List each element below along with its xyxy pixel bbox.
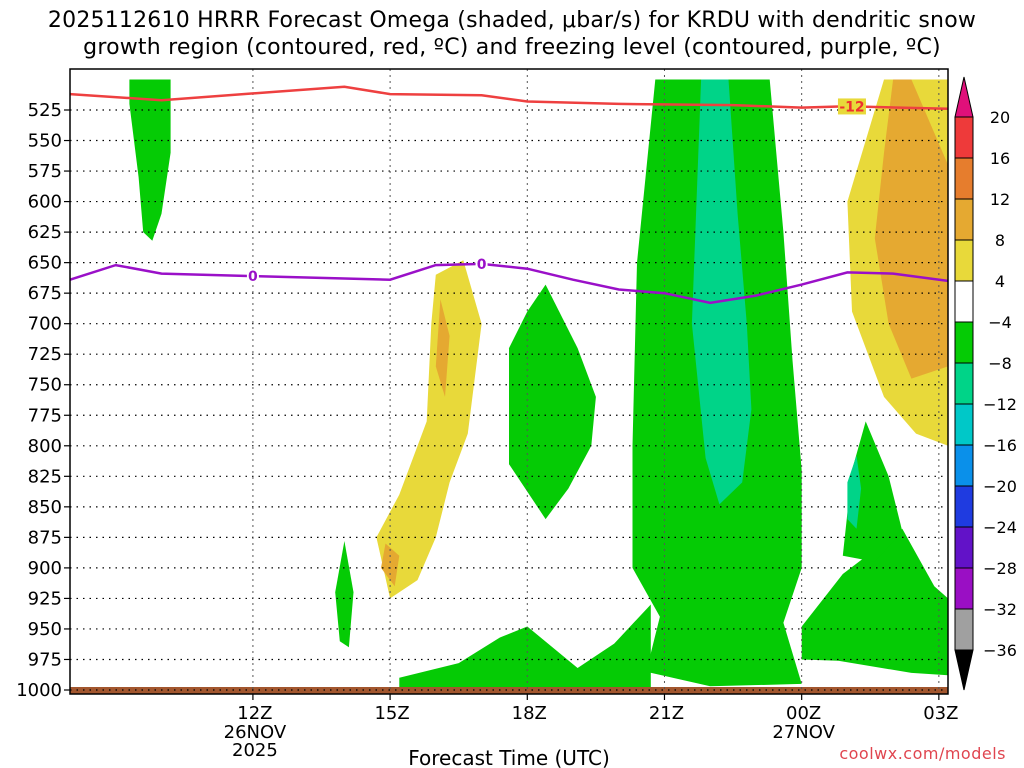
omega-region-green-bottom-fill bbox=[399, 604, 651, 690]
purple-contour-label-bg-0 bbox=[246, 268, 259, 285]
x-tick-label-21Z: 21Z bbox=[649, 703, 684, 724]
purple-contour-label-bg-1 bbox=[475, 255, 488, 272]
omega-region-green-cell-right bbox=[842, 421, 903, 562]
y-tick-label-650: 650 bbox=[28, 253, 62, 274]
colorbar-label-9: −20 bbox=[983, 477, 1017, 496]
colorbar-label-10: −24 bbox=[983, 518, 1017, 537]
y-tick-label-950: 950 bbox=[28, 619, 62, 640]
x-tick-label-03Z: 03Z bbox=[923, 703, 958, 724]
colorbar-swatch-5 bbox=[954, 321, 974, 364]
y-tick-label-750: 750 bbox=[28, 375, 62, 396]
y-tick-label-775: 775 bbox=[28, 405, 62, 426]
ground-strip bbox=[70, 687, 948, 694]
colorbar-label-6: −8 bbox=[988, 354, 1012, 373]
x-tick-label-15Z: 15Z bbox=[374, 703, 409, 724]
colorbar-swatch-8 bbox=[954, 444, 974, 487]
colorbar-legend: 20 16 12 8 4 −4 −8 −12 −16 −20 −24 −28 −32 −36 bbox=[954, 76, 1017, 691]
grid-lines bbox=[70, 69, 948, 694]
y-tick-label-900: 900 bbox=[28, 558, 62, 579]
y-tick-label-1000: 1000 bbox=[16, 680, 62, 701]
colorbar-swatch-10 bbox=[954, 526, 974, 569]
x-tick-sublabel-00Z: 27NOV bbox=[772, 722, 835, 743]
colorbar-top-arrow bbox=[954, 76, 974, 118]
x-tick-sublabel-12Z: 26NOV bbox=[224, 722, 287, 743]
x-axis-title: Forecast Time (UTC) bbox=[408, 746, 610, 768]
omega-region-green-cell-mid bbox=[509, 284, 596, 520]
y-tick-label-600: 600 bbox=[28, 192, 62, 213]
colorbar-label-5: −4 bbox=[988, 313, 1012, 332]
colorbar-swatch-9 bbox=[954, 485, 974, 528]
colorbar-label-13: −36 bbox=[983, 641, 1017, 660]
colorbar-label-12: −32 bbox=[983, 600, 1017, 619]
colorbar-swatch-2 bbox=[954, 198, 974, 241]
omega-region-teal-core-tower bbox=[691, 79, 752, 505]
contour-lines: -12 0 0 bbox=[70, 85, 948, 305]
credit-text: coolwx.com/models bbox=[839, 744, 1006, 763]
colorbar-swatch-7 bbox=[954, 403, 974, 446]
colorbar-swatch-3 bbox=[954, 239, 974, 282]
y-tick-label-725: 725 bbox=[28, 344, 62, 365]
omega-region-orange-right bbox=[874, 79, 948, 379]
colorbar-label-2: 12 bbox=[990, 190, 1010, 209]
y-tick-label-850: 850 bbox=[28, 497, 62, 518]
x-tick-label-00Z: 00Z bbox=[786, 703, 821, 724]
colorbar-label-1: 16 bbox=[990, 149, 1010, 168]
red-contour-label: -12 bbox=[839, 99, 864, 115]
chart-title-line2: growth region (contoured, red, ºC) and f… bbox=[83, 35, 941, 60]
y-tick-label-675: 675 bbox=[28, 283, 62, 304]
omega-region-orange-center bbox=[435, 299, 450, 397]
y-tick-label-875: 875 bbox=[28, 527, 62, 548]
colorbar-swatch-12 bbox=[954, 608, 974, 651]
chart-title-line1: 2025112610 HRRR Forecast Omega (shaded, … bbox=[47, 8, 977, 33]
colorbar-swatch-6 bbox=[954, 362, 974, 405]
red-dgz-contour-line bbox=[70, 85, 948, 111]
y-tick-label-625: 625 bbox=[28, 222, 62, 243]
y-tick-label-975: 975 bbox=[28, 649, 62, 670]
colorbar-swatch-11 bbox=[954, 567, 974, 610]
x-tick-label-12Z: 12Z bbox=[237, 703, 272, 724]
plot-frame bbox=[69, 68, 949, 695]
y-tick-label-525: 525 bbox=[28, 100, 62, 121]
omega-region-green-fringe-right bbox=[801, 528, 948, 676]
x-tick-year-12Z: 2025 bbox=[232, 740, 278, 761]
y-tick-label-825: 825 bbox=[28, 466, 62, 487]
omega-region-teal-core-right bbox=[847, 455, 862, 529]
colorbar-label-0: 20 bbox=[990, 108, 1010, 127]
colorbar-label-4: 4 bbox=[995, 272, 1005, 291]
purple-contour-label-0: 0 bbox=[248, 269, 258, 285]
colorbar-swatch-4 bbox=[954, 280, 974, 323]
colorbar-bottom-arrow bbox=[954, 649, 974, 691]
red-contour-label-bg bbox=[837, 98, 866, 115]
y-tick-label-800: 800 bbox=[28, 436, 62, 457]
colorbar-label-3: 8 bbox=[995, 231, 1005, 250]
plot-border bbox=[69, 68, 949, 695]
y-tick-label-925: 925 bbox=[28, 588, 62, 609]
omega-region-green-small-cell bbox=[335, 541, 354, 648]
y-tick-label-550: 550 bbox=[28, 131, 62, 152]
omega-region-orange-lowcell bbox=[381, 543, 400, 587]
colorbar-swatch-1 bbox=[954, 157, 974, 200]
omega-region-green-plume-left bbox=[129, 79, 171, 241]
omega-region-yellow-center-plume bbox=[376, 260, 482, 599]
colorbar-label-7: −12 bbox=[983, 395, 1017, 414]
purple-freezing-level-line bbox=[70, 262, 948, 305]
x-tick-label-18Z: 18Z bbox=[512, 703, 547, 724]
colorbar-label-11: −28 bbox=[983, 559, 1017, 578]
omega-shaded-regions bbox=[70, 79, 948, 694]
purple-contour-label-1: 0 bbox=[477, 257, 487, 273]
colorbar-swatch-0 bbox=[954, 116, 974, 159]
y-tick-label-575: 575 bbox=[28, 161, 62, 182]
y-axis: 525 550 575 600 625 650 675 700 725 750 775 800 825 8… bbox=[16, 100, 70, 701]
colorbar-label-8: −16 bbox=[983, 436, 1017, 455]
y-tick-label-700: 700 bbox=[28, 314, 62, 335]
